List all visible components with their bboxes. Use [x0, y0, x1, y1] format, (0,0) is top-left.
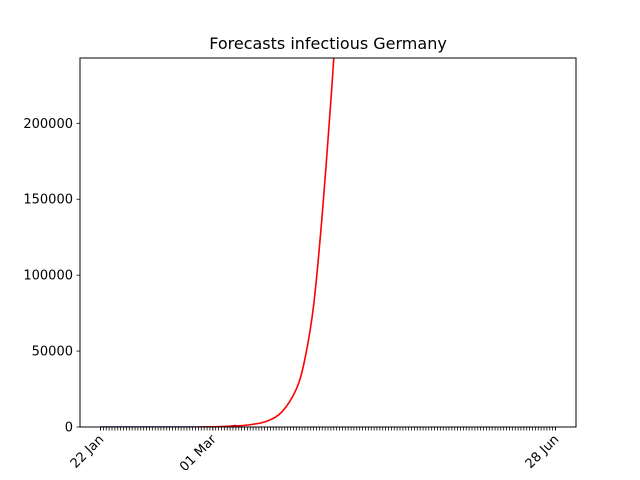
- series-2-point: [330, 99, 332, 102]
- series-2-point: [252, 423, 254, 425]
- series-2-point: [281, 411, 283, 413]
- series-2-point: [295, 388, 297, 390]
- series-2-point: [238, 425, 240, 427]
- y-tick-label: 200000: [23, 117, 73, 132]
- series-2-point: [304, 358, 306, 360]
- plot-frame: [79, 57, 577, 428]
- series-2-point: [321, 213, 323, 216]
- y-tick-label: 50000: [32, 345, 73, 360]
- y-tick-label: 150000: [23, 193, 73, 208]
- y-tick-label: 100000: [23, 269, 73, 284]
- series-2-point: [312, 304, 315, 307]
- chart-title: Forecasts infectious Germany: [209, 34, 447, 53]
- y-tick-label: 0: [65, 421, 73, 436]
- x-minor-ticks: [100, 427, 556, 431]
- series-2-point: [266, 420, 269, 422]
